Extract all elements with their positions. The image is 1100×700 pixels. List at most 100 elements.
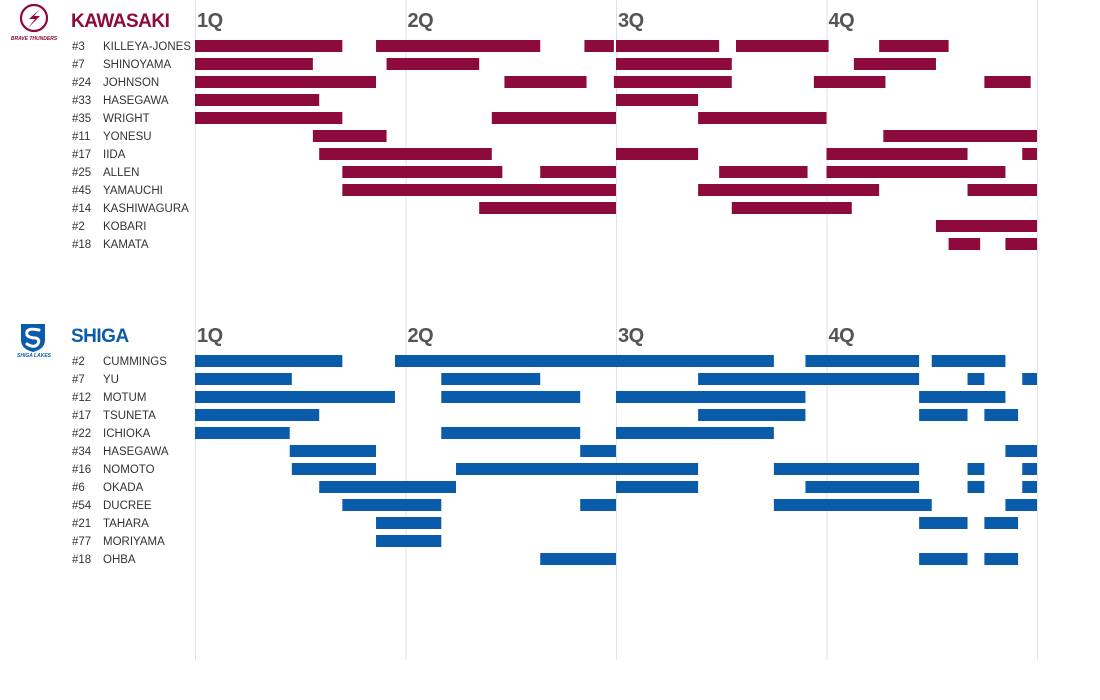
player-name: KILLEYA-JONES xyxy=(103,41,191,53)
playing-stint-bar xyxy=(731,202,852,214)
playing-stint-bar xyxy=(879,40,949,52)
player-row: #54 DUCREE xyxy=(72,499,1037,512)
playing-stint-bar xyxy=(1022,373,1037,385)
playing-stint-bar xyxy=(698,112,827,124)
playing-stint-bar xyxy=(1005,499,1037,511)
playing-stint-bar xyxy=(826,148,968,160)
playing-stint-bar xyxy=(441,391,581,403)
playing-stint-bar xyxy=(386,58,480,70)
team-section-shiga: SHIGA LAKES SHIGA 1Q 2Q 3Q 4Q #2 CUMMINGS #7 YU #1… xyxy=(17,324,1037,566)
playing-stint-bar xyxy=(580,499,616,511)
player-row: #35 WRIGHT xyxy=(72,112,827,125)
playing-stint-bar xyxy=(1005,445,1037,457)
playing-stint-bar xyxy=(342,184,616,196)
player-name: YAMAUCHI xyxy=(103,185,163,197)
player-row: #6 OKADA xyxy=(72,481,1037,494)
player-name: TAHARA xyxy=(103,518,149,530)
playing-stint-bar xyxy=(580,445,616,457)
player-number: #45 xyxy=(72,185,91,197)
quarter-label: 1Q xyxy=(197,325,223,347)
player-name: WRIGHT xyxy=(103,113,150,125)
player-name: CUMMINGS xyxy=(103,356,167,368)
playing-stint-bar xyxy=(883,130,1037,142)
player-row: #18 OHBA xyxy=(72,553,1019,566)
player-name: KAMATA xyxy=(103,239,149,251)
playing-stint-bar xyxy=(935,220,1037,232)
playing-stint-bar xyxy=(319,481,457,493)
playing-stint-bar xyxy=(195,76,377,88)
team-logo: SHIGA LAKES xyxy=(17,324,52,359)
player-name: YU xyxy=(103,374,119,386)
playing-stint-bar xyxy=(616,58,732,70)
team-logo-text: BRAVE THUNDERS xyxy=(11,36,58,42)
player-row: #33 HASEGAWA xyxy=(72,94,699,107)
player-number: #17 xyxy=(72,149,91,161)
team-name: KAWASAKI xyxy=(71,11,170,32)
player-row: #77 MORIYAMA xyxy=(72,535,442,548)
playing-stint-bar xyxy=(584,40,614,52)
player-name: OKADA xyxy=(103,482,144,494)
playing-stint-bar xyxy=(616,427,774,439)
playing-stint-bar xyxy=(773,463,920,475)
playing-stint-bar xyxy=(616,40,720,52)
player-number: #77 xyxy=(72,536,91,548)
player-row: #21 TAHARA xyxy=(72,517,1019,530)
player-number: #25 xyxy=(72,167,91,179)
playing-stint-bar xyxy=(540,166,616,178)
playing-stint-bar xyxy=(456,463,699,475)
player-row: #11 YONESU xyxy=(72,130,1037,143)
playing-stint-bar xyxy=(195,355,343,367)
player-number: #22 xyxy=(72,428,91,440)
player-number: #14 xyxy=(72,203,92,215)
player-name: TSUNETA xyxy=(103,410,156,422)
playing-stint-bar xyxy=(319,148,492,160)
playing-stint-bar xyxy=(1022,481,1037,493)
playing-stint-bar xyxy=(967,481,985,493)
playing-stint-bar xyxy=(919,553,968,565)
player-row: #18 KAMATA xyxy=(72,238,1037,251)
player-name: MORIYAMA xyxy=(103,536,165,548)
playing-stint-bar xyxy=(376,40,541,52)
player-number: #16 xyxy=(72,464,91,476)
player-row: #2 KOBARI xyxy=(72,220,1037,233)
player-name: ALLEN xyxy=(103,167,139,179)
player-number: #54 xyxy=(72,500,92,512)
playing-stint-bar xyxy=(195,112,343,124)
player-row: #45 YAMAUCHI xyxy=(72,184,1037,197)
player-row: #2 CUMMINGS xyxy=(72,355,1006,368)
player-row: #34 HASEGAWA xyxy=(72,445,1037,458)
playing-stint-bar xyxy=(616,481,699,493)
player-row: #22 ICHIOKA xyxy=(72,427,774,440)
playing-stint-bar xyxy=(919,391,1006,403)
team-logo: BRAVE THUNDERS xyxy=(11,3,58,42)
player-name: MOTUM xyxy=(103,392,146,404)
quarter-label: 2Q xyxy=(408,325,434,347)
player-number: #33 xyxy=(72,95,91,107)
player-number: #18 xyxy=(72,239,91,251)
player-number: #7 xyxy=(72,374,85,386)
player-name: DUCREE xyxy=(103,500,152,512)
player-name: HASEGAWA xyxy=(103,446,169,458)
playing-stint-bar xyxy=(289,445,377,457)
player-row: #17 IIDA xyxy=(72,148,1037,161)
player-row: #3 KILLEYA-JONES xyxy=(72,40,949,53)
quarter-label: 4Q xyxy=(829,325,855,347)
playing-stint-bar xyxy=(394,355,774,367)
player-row: #7 YU xyxy=(72,373,1037,386)
playing-stint-bar xyxy=(613,76,732,88)
playing-stint-bar xyxy=(826,166,1006,178)
playing-stint-bar xyxy=(195,94,320,106)
playing-stint-bar xyxy=(853,58,936,70)
playing-stint-bar xyxy=(195,427,290,439)
grid-lines xyxy=(195,0,1038,660)
playing-stint-bar xyxy=(376,535,442,547)
player-name: KOBARI xyxy=(103,221,146,233)
playing-stint-bar xyxy=(616,94,699,106)
playing-stint-bar xyxy=(773,499,932,511)
playing-stint-bar xyxy=(1022,463,1037,475)
playing-stint-bar xyxy=(919,409,968,421)
player-name: SHINOYAMA xyxy=(103,59,171,71)
playing-stint-bar xyxy=(342,166,503,178)
player-row: #16 NOMOTO xyxy=(72,463,1037,476)
